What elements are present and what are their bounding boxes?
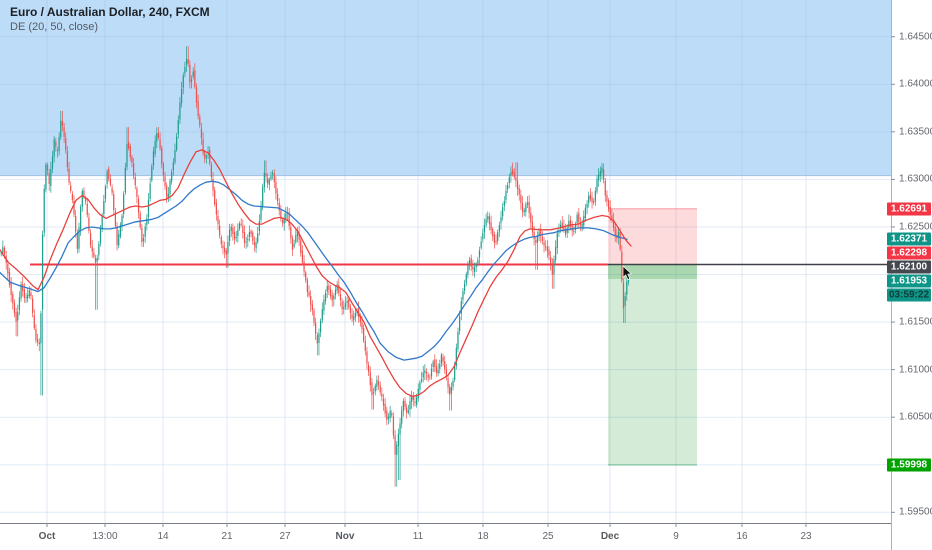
time-axis[interactable]: Oct 13:00 14 21 27 Nov 11 18 25 Dec 9 16 23 — [0, 524, 891, 550]
resistance-zone — [0, 0, 891, 176]
price-tick-label: 1.59500 — [899, 506, 932, 518]
price-label-badge: 1.62298 — [887, 246, 931, 260]
price-label-badge: 1.62371 — [887, 232, 931, 246]
price-tick-label: 1.64500 — [899, 31, 932, 43]
time-tick-label: 16 — [736, 531, 748, 542]
price-tick-label: 1.63500 — [899, 126, 932, 138]
time-tick-label: 9 — [673, 531, 679, 542]
time-tick-label: 13:00 — [92, 531, 118, 542]
mouse-cursor-icon — [622, 265, 632, 281]
indicator-label[interactable]: DE (20, 50, close) — [10, 21, 99, 33]
time-tick-label: 14 — [157, 531, 169, 542]
candlestick-series — [0, 46, 630, 487]
price-tick-label: 1.61000 — [899, 364, 932, 376]
price-tick-label: 1.62500 — [899, 221, 932, 233]
ma-fast-line — [0, 149, 632, 397]
position-profit-box — [608, 265, 697, 465]
time-tick-label: 11 — [412, 531, 424, 542]
time-tick-label: 27 — [279, 531, 291, 542]
price-label-badge: 1.59998 — [887, 458, 931, 472]
symbol-title[interactable]: Euro / Australian Dollar, 240, FXCM — [10, 5, 210, 19]
price-tick-label: 1.63000 — [899, 173, 932, 185]
time-tick-label: Nov — [335, 531, 355, 542]
price-tick-label: 1.64000 — [899, 78, 932, 90]
time-tick-label: 25 — [542, 531, 554, 542]
position-stop-box — [608, 208, 697, 265]
time-tick-label: 18 — [477, 531, 489, 542]
countdown-badge: 03:59:22 — [887, 288, 931, 302]
time-tick-label: Oct — [38, 531, 56, 542]
price-label-badge: 1.61953 — [887, 274, 931, 288]
position-open-pnl-band — [608, 265, 697, 279]
price-axis[interactable]: 1.64500 1.64000 1.63500 1.63000 1.62500 1.615… — [887, 0, 932, 523]
price-label-badge: 1.62100 — [887, 260, 931, 274]
time-tick-label: Dec — [600, 531, 620, 542]
time-tick-label: 23 — [800, 531, 812, 542]
price-label-badge: 1.62691 — [887, 202, 931, 216]
time-tick-label: 21 — [221, 531, 233, 542]
price-tick-label: 1.61500 — [899, 316, 932, 328]
price-tick-label: 1.60500 — [899, 411, 932, 423]
chart-legend: Euro / Australian Dollar, 240, FXCM DE (… — [10, 5, 210, 33]
